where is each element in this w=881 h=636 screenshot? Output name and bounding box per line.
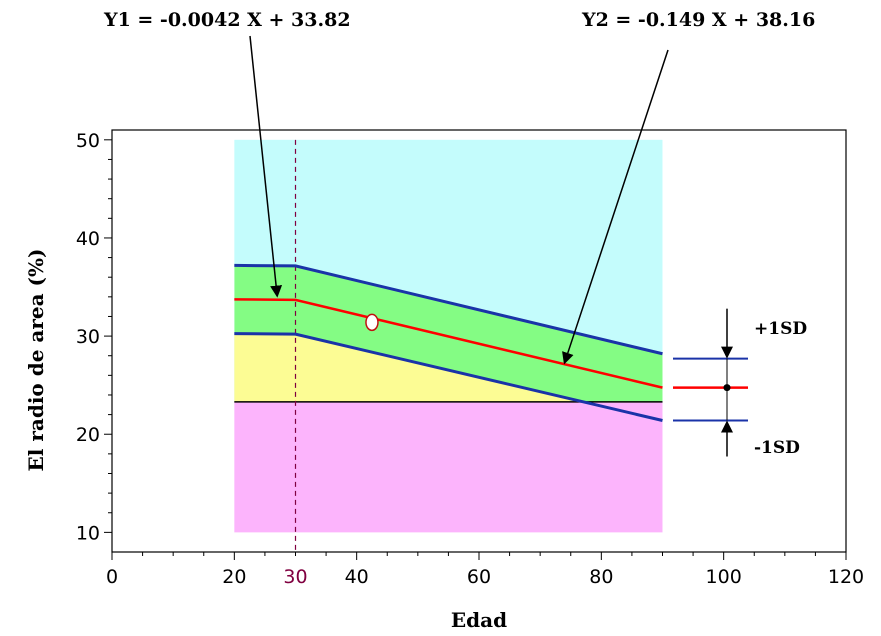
y-tick-label: 10 (76, 522, 100, 544)
equation-y2-arrow (562, 49, 669, 365)
minus-1sd-label: -1SD (754, 438, 800, 458)
plot-area: 0 20 30 40 60 80 100 120 10 20 30 40 50 (76, 35, 864, 588)
y-tick-label: 40 (76, 228, 100, 250)
y-tick-label: 20 (76, 424, 100, 446)
series-line-y1-y2 (234, 298, 663, 389)
series-line-minus-1sd (234, 332, 663, 422)
y-tick-label: 30 (76, 326, 100, 348)
data-marker-point (365, 313, 379, 332)
y-axis-title: El radio de area (%) (24, 249, 48, 472)
x-tick-label: 80 (589, 566, 613, 588)
equation-y2: Y2 = -0.149 X + 38.16 (581, 9, 815, 31)
plus-1sd-label: +1SD (754, 319, 807, 339)
y-tick-label: 50 (76, 130, 100, 152)
x-tick-label: 120 (828, 566, 864, 588)
x-tick-label: 40 (345, 566, 369, 588)
band-green (234, 265, 663, 402)
x-tick-label: 100 (706, 566, 742, 588)
equation-y1: Y1 = -0.0042 X + 33.82 (103, 9, 351, 31)
x-tick-label: 60 (467, 566, 491, 588)
series-line-plus-1sd (234, 263, 663, 356)
x-tick-label: 20 (222, 566, 246, 588)
equation-y1-arrow (249, 35, 283, 298)
x-axis-title: Edad (451, 608, 507, 632)
band-pink (234, 401, 663, 533)
x-tick-label: 30 (283, 566, 307, 588)
x-tick-label: 0 (106, 566, 118, 588)
